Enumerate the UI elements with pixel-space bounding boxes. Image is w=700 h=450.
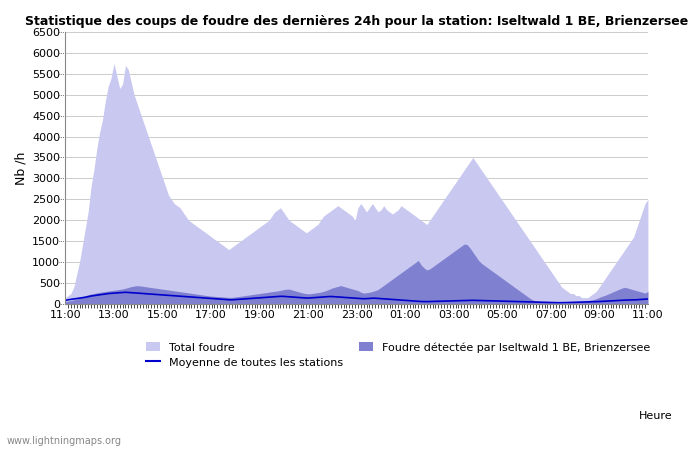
Title: Statistique des coups de foudre des dernières 24h pour la station: Iseltwald 1 B: Statistique des coups de foudre des dern…: [25, 15, 688, 28]
Legend: Total foudre, Moyenne de toutes les stations, Foudre détectée par Iseltwald 1 BE: Total foudre, Moyenne de toutes les stat…: [146, 342, 650, 368]
Y-axis label: Nb /h: Nb /h: [15, 151, 28, 184]
Text: www.lightningmaps.org: www.lightningmaps.org: [7, 436, 122, 446]
Text: Heure: Heure: [638, 411, 672, 421]
